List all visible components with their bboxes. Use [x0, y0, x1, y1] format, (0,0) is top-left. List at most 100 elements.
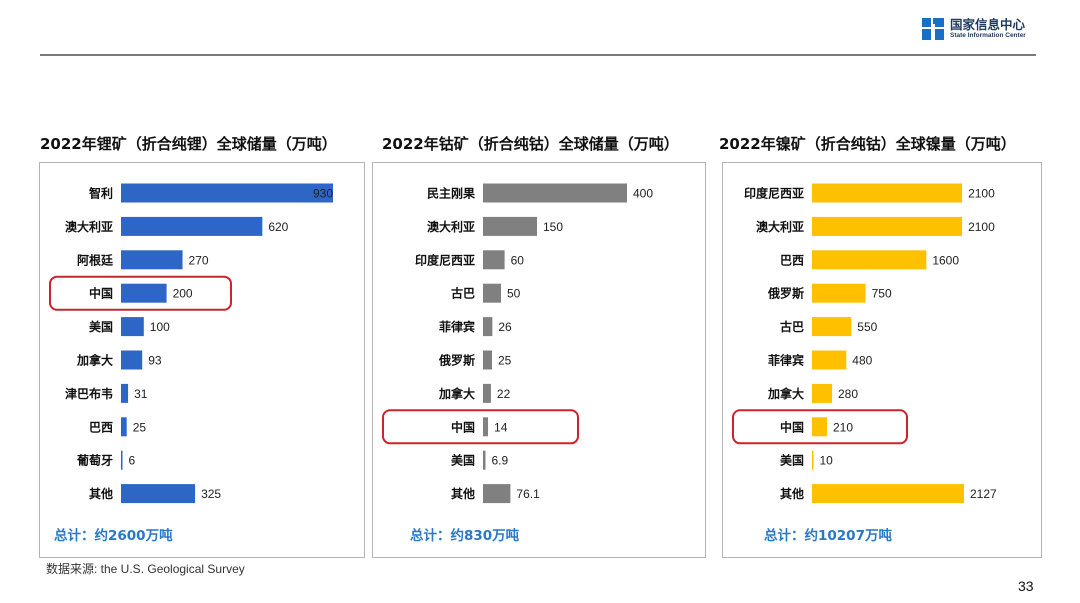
lithium-bar	[121, 216, 263, 236]
cobalt-total: 总计：约830万吨	[410, 528, 520, 544]
cobalt-bar	[483, 350, 492, 370]
nickel-value-label: 2100	[968, 187, 995, 201]
logo-icon	[922, 18, 944, 40]
cobalt-category-label: 菲律宾	[439, 319, 475, 334]
cobalt-bar-chart: 民主刚果 400 澳大利亚 150 印度尼西亚 60 古巴 50 菲律宾 26 俄罗斯 25 加拿大 22…	[382, 183, 653, 504]
logo-name-en: State Information Center	[950, 32, 1026, 39]
cobalt-category-label: 中国	[451, 419, 475, 434]
page-number: 33	[1018, 578, 1034, 594]
cobalt-category-label: 美国	[451, 453, 475, 468]
cobalt-category-label: 俄罗斯	[438, 353, 475, 368]
nickel-value-label: 750	[872, 287, 892, 301]
cobalt-value-label: 76.1	[516, 487, 540, 501]
cobalt-category-label: 加拿大	[438, 386, 475, 401]
lithium-value-label: 270	[189, 253, 209, 267]
lithium-category-label: 葡萄牙	[76, 453, 113, 468]
cobalt-value-label: 50	[507, 287, 521, 301]
cobalt-value-label: 25	[498, 354, 512, 368]
lithium-value-label: 620	[268, 220, 288, 234]
lithium-value-label: 93	[148, 354, 162, 368]
cobalt-bar	[483, 450, 486, 470]
nickel-bar-chart: 印度尼西亚 2100 澳大利亚 2100 巴西 1600 俄罗斯 750 古巴 550 菲律宾 480…	[732, 183, 997, 504]
nickel-value-label: 480	[852, 354, 872, 368]
cobalt-bar	[483, 383, 491, 403]
nickel-category-label: 俄罗斯	[767, 286, 804, 301]
cobalt-bar	[483, 183, 627, 203]
nickel-value-label: 550	[857, 320, 877, 334]
nickel-bar	[812, 350, 847, 370]
nickel-bar	[812, 417, 828, 437]
cobalt-china-highlight	[382, 409, 579, 445]
nickel-category-label: 美国	[780, 453, 804, 468]
cobalt-value-label: 400	[633, 187, 653, 201]
cobalt-value-label: 14	[494, 420, 508, 434]
nickel-total: 总计：约10207万吨	[764, 528, 892, 544]
lithium-bar	[121, 183, 333, 203]
nickel-bar	[812, 216, 963, 236]
lithium-bar	[121, 484, 196, 504]
cobalt-bar	[483, 317, 493, 337]
nickel-bar	[812, 484, 964, 504]
lithium-bar	[121, 450, 123, 470]
nickel-category-label: 巴西	[780, 253, 804, 267]
cobalt-value-label: 150	[543, 220, 563, 234]
lithium-value-label: 25	[133, 420, 147, 434]
header-rule	[40, 54, 1036, 56]
nickel-category-label: 澳大利亚	[756, 219, 804, 234]
lithium-chart-panel: 智利 930 澳大利亚 620 阿根廷 270 中国 200 美国 100 加拿大 93 津巴布韦 31 巴…	[39, 162, 365, 558]
nickel-category-label: 印度尼西亚	[744, 186, 804, 201]
lithium-category-label: 智利	[88, 186, 113, 201]
nickel-bar	[812, 450, 814, 470]
lithium-bar-chart: 智利 930 澳大利亚 620 阿根廷 270 中国 200 美国 100 加拿大 93 津巴布韦 31 巴…	[49, 183, 333, 504]
cobalt-category-label: 民主刚果	[427, 186, 475, 201]
lithium-total: 总计：约2600万吨	[54, 528, 173, 544]
cobalt-value-label: 6.9	[491, 454, 508, 468]
lithium-category-label: 津巴布韦	[65, 386, 113, 401]
nickel-category-label: 加拿大	[767, 386, 804, 401]
nickel-bar	[812, 250, 927, 270]
cobalt-chart-title: 2022年钴矿（折合纯钴）全球储量（万吨）	[382, 135, 679, 153]
lithium-china-highlight	[49, 275, 232, 311]
nickel-china-highlight	[732, 409, 908, 445]
cobalt-chart-panel: 民主刚果 400 澳大利亚 150 印度尼西亚 60 古巴 50 菲律宾 26 俄罗斯 25 加拿大 22…	[372, 162, 706, 558]
lithium-value-label: 200	[173, 287, 193, 301]
nickel-value-label: 210	[833, 420, 853, 434]
lithium-value-label: 6	[129, 454, 136, 468]
lithium-category-label: 巴西	[89, 420, 113, 434]
logo-name-cn: 国家信息中心	[950, 17, 1026, 32]
cobalt-category-label: 印度尼西亚	[415, 252, 475, 267]
nickel-chart-panel: 印度尼西亚 2100 澳大利亚 2100 巴西 1600 俄罗斯 750 古巴 550 菲律宾 480…	[722, 162, 1042, 558]
lithium-bar	[121, 417, 127, 437]
cobalt-value-label: 26	[498, 320, 512, 334]
lithium-category-label: 中国	[89, 286, 113, 301]
lithium-value-label: 325	[201, 487, 221, 501]
cobalt-category-label: 古巴	[451, 286, 475, 301]
nickel-bar	[812, 383, 833, 403]
lithium-bar	[121, 250, 183, 270]
nickel-bar	[812, 283, 866, 303]
nickel-bar	[812, 183, 963, 203]
nickel-category-label: 菲律宾	[768, 353, 804, 368]
logo: 国家信息中心 State Information Center	[922, 18, 1026, 40]
nickel-category-label: 古巴	[780, 319, 804, 334]
cobalt-category-label: 澳大利亚	[427, 219, 475, 234]
lithium-value-label: 100	[150, 320, 170, 334]
nickel-bar	[812, 317, 852, 337]
data-source: 数据来源: the U.S. Geological Survey	[46, 562, 245, 576]
lithium-chart-title: 2022年锂矿（折合纯锂）全球储量（万吨）	[40, 135, 337, 153]
lithium-category-label: 其他	[89, 486, 113, 501]
nickel-category-label: 其他	[780, 486, 804, 501]
lithium-bar	[121, 283, 167, 303]
nickel-value-label: 1600	[932, 253, 959, 267]
nickel-value-label: 10	[820, 454, 834, 468]
cobalt-bar	[483, 216, 537, 236]
nickel-chart-title: 2022年镍矿（折合纯钴）全球镍量（万吨）	[719, 135, 1016, 153]
lithium-category-label: 美国	[89, 319, 113, 334]
cobalt-value-label: 60	[511, 253, 525, 267]
lithium-bar	[121, 317, 144, 337]
nickel-value-label: 2100	[968, 220, 995, 234]
cobalt-bar	[483, 484, 511, 504]
nickel-value-label: 280	[838, 387, 858, 401]
cobalt-bar	[483, 283, 501, 303]
lithium-category-label: 澳大利亚	[65, 219, 113, 234]
